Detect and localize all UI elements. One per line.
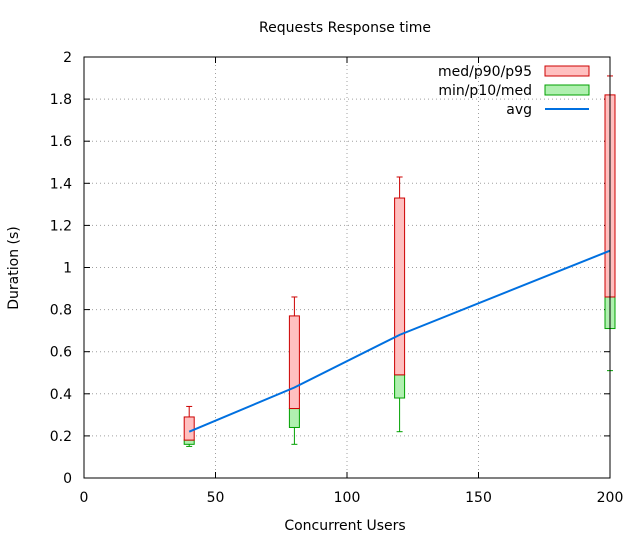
x-tick-label: 0 — [80, 490, 89, 506]
y-tick-label: 1.6 — [50, 134, 72, 150]
x-tick-label: 50 — [207, 490, 225, 506]
y-tick-label: 2 — [63, 50, 72, 66]
med-p90-box — [183, 416, 195, 441]
x-axis-label: Concurrent Users — [284, 518, 405, 534]
y-tick-label: 0.6 — [50, 345, 72, 361]
y-tick-label: 0.4 — [50, 387, 72, 403]
y-axis-label: Duration (s) — [6, 226, 22, 309]
mark-layer — [183, 75, 616, 447]
x-tick-label: 150 — [465, 490, 492, 506]
y-tick-label: 0.2 — [50, 429, 72, 445]
avg-line — [188, 249, 611, 433]
p10-med-box — [288, 408, 300, 428]
y-tick-label: 1 — [63, 261, 72, 277]
legend-swatch — [544, 65, 590, 77]
y-tick-label: 1.8 — [50, 92, 72, 108]
p10-med-box — [183, 439, 195, 445]
legend-label: med/p90/p95 — [438, 64, 532, 80]
legend: med/p90/p95 min/p10/med avg — [438, 64, 590, 118]
y-tick-label: 1.2 — [50, 218, 72, 234]
y-tick-label: 0.8 — [50, 303, 72, 319]
med-p90-box — [288, 315, 300, 410]
legend-swatch — [544, 84, 590, 96]
chart-title: Requests Response time — [259, 20, 431, 36]
y-tick-label: 1.4 — [50, 176, 72, 192]
y-tick-label: 0 — [63, 471, 72, 487]
p10-med-box — [394, 374, 406, 399]
legend-label: avg — [506, 102, 532, 118]
med-p90-box — [394, 197, 406, 376]
x-tick-label: 200 — [597, 490, 624, 506]
tick-layer: 0 0.2 0.4 0.6 0.8 1 1.2 1.4 1.6 1.8 2 0 50 100 150 200 — [50, 50, 624, 506]
x-tick-label: 100 — [334, 490, 361, 506]
grid-layer — [84, 57, 610, 478]
legend-label: min/p10/med — [438, 83, 532, 99]
plot-frame — [83, 56, 611, 479]
